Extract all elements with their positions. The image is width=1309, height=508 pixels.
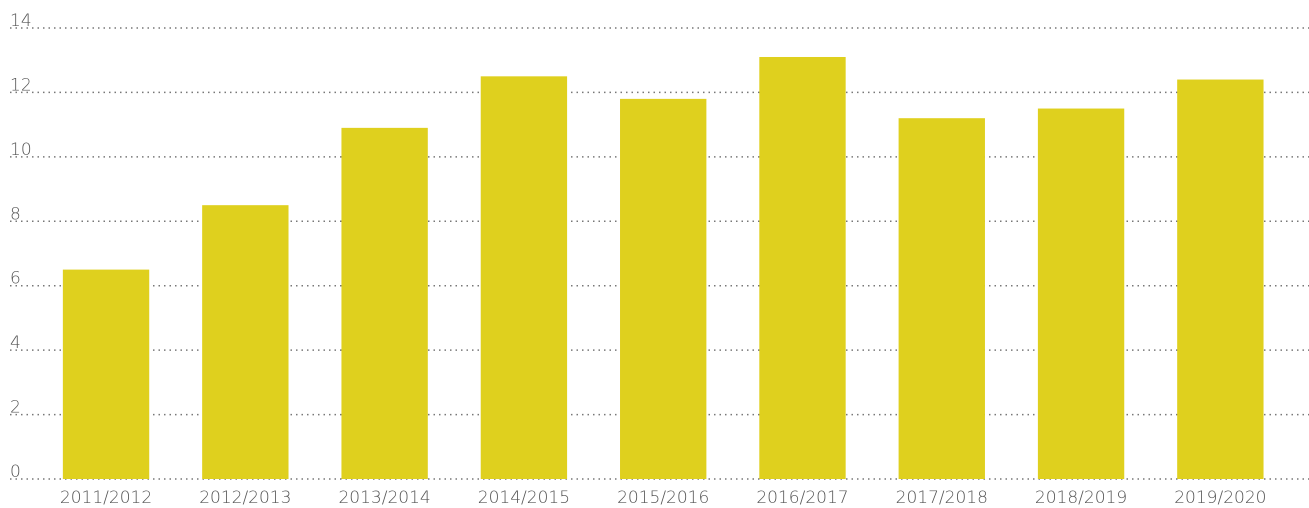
x-tick-label: 2015/2016 — [617, 488, 709, 508]
y-tick-label: 0 — [10, 462, 21, 482]
bar — [1037, 108, 1125, 480]
y-tick-label: 6 — [10, 269, 21, 289]
x-tick-label: 2014/2015 — [478, 488, 570, 508]
bar — [341, 127, 428, 479]
y-tick-label: 10 — [10, 140, 32, 160]
bar — [480, 76, 568, 480]
bar — [759, 56, 846, 479]
bar — [202, 205, 289, 479]
bar — [62, 269, 150, 479]
bar — [620, 98, 707, 479]
x-tick-label: 2019/2020 — [1174, 488, 1266, 508]
y-tick-label: 12 — [10, 75, 32, 95]
x-tick-label: 2011/2012 — [60, 488, 152, 508]
x-tick-label: 2013/2014 — [338, 488, 430, 508]
y-tick-label: 14 — [10, 11, 32, 31]
bar — [898, 118, 985, 479]
x-tick-label: 2017/2018 — [896, 488, 988, 508]
bar — [1177, 79, 1264, 480]
y-tick-label: 2 — [10, 398, 21, 418]
y-tick-label: 4 — [10, 333, 21, 353]
x-tick-label: 2018/2019 — [1035, 488, 1127, 508]
y-tick-label: 8 — [10, 204, 21, 224]
x-tick-label: 2016/2017 — [756, 488, 848, 508]
x-tick-label: 2012/2013 — [199, 488, 291, 508]
